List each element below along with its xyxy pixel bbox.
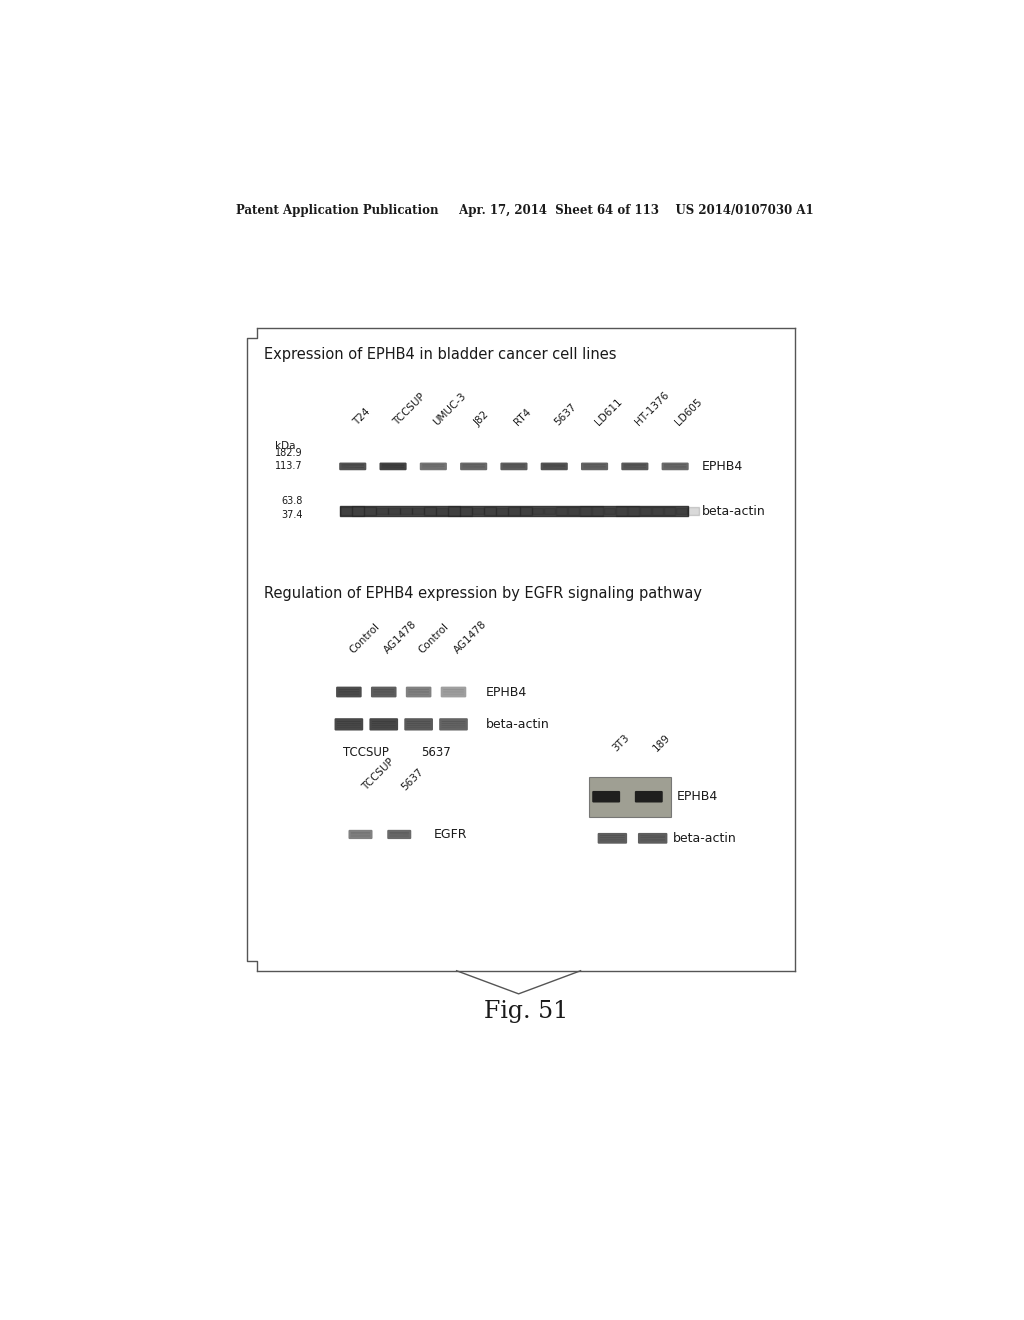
FancyBboxPatch shape: [370, 718, 398, 730]
FancyBboxPatch shape: [622, 462, 648, 470]
FancyBboxPatch shape: [460, 462, 487, 470]
Text: LD605: LD605: [674, 397, 705, 428]
FancyBboxPatch shape: [501, 462, 527, 470]
Text: beta-actin: beta-actin: [673, 832, 736, 845]
Text: AG1478: AG1478: [452, 619, 488, 655]
FancyBboxPatch shape: [335, 718, 364, 730]
Text: Fig. 51: Fig. 51: [484, 1001, 568, 1023]
Text: 3T3: 3T3: [611, 733, 632, 754]
Text: EPHB4: EPHB4: [486, 685, 527, 698]
Text: TCCSUP: TCCSUP: [391, 392, 427, 428]
Text: beta-actin: beta-actin: [486, 718, 550, 731]
FancyBboxPatch shape: [598, 833, 627, 843]
FancyBboxPatch shape: [336, 686, 361, 697]
Text: 5637: 5637: [399, 767, 425, 792]
Text: TCCSUP: TCCSUP: [360, 756, 396, 792]
Text: beta-actin: beta-actin: [701, 504, 765, 517]
Text: T24: T24: [351, 407, 372, 428]
FancyBboxPatch shape: [581, 462, 608, 470]
FancyBboxPatch shape: [635, 791, 663, 803]
FancyBboxPatch shape: [404, 718, 433, 730]
FancyBboxPatch shape: [406, 686, 431, 697]
Text: EPHB4: EPHB4: [677, 791, 718, 804]
FancyBboxPatch shape: [339, 462, 367, 470]
FancyBboxPatch shape: [592, 791, 621, 803]
FancyBboxPatch shape: [371, 686, 396, 697]
FancyBboxPatch shape: [662, 462, 689, 470]
Text: 182.9: 182.9: [274, 449, 302, 458]
Text: Control: Control: [347, 622, 381, 655]
FancyBboxPatch shape: [380, 462, 407, 470]
Text: Patent Application Publication     Apr. 17, 2014  Sheet 64 of 113    US 2014/010: Patent Application Publication Apr. 17, …: [236, 205, 814, 218]
Text: 189: 189: [651, 733, 672, 754]
Text: TCCSUP: TCCSUP: [343, 746, 389, 759]
Text: LD611: LD611: [593, 397, 624, 428]
Text: AG1478: AG1478: [382, 619, 419, 655]
FancyBboxPatch shape: [638, 833, 668, 843]
Text: EPHB4: EPHB4: [701, 459, 742, 473]
Text: J82: J82: [472, 409, 490, 428]
Text: UMUC-3: UMUC-3: [432, 392, 468, 428]
Text: 5637: 5637: [421, 746, 451, 759]
Text: Expression of EPHB4 in bladder cancer cell lines: Expression of EPHB4 in bladder cancer ce…: [263, 347, 616, 362]
Text: 37.4: 37.4: [281, 510, 302, 520]
FancyBboxPatch shape: [348, 830, 373, 840]
Text: Regulation of EPHB4 expression by EGFR signaling pathway: Regulation of EPHB4 expression by EGFR s…: [263, 586, 701, 601]
Text: kDa: kDa: [275, 441, 296, 450]
FancyBboxPatch shape: [440, 686, 466, 697]
FancyBboxPatch shape: [387, 830, 412, 840]
Text: EGFR: EGFR: [434, 828, 468, 841]
FancyBboxPatch shape: [589, 776, 671, 817]
Text: Control: Control: [417, 622, 451, 655]
FancyBboxPatch shape: [541, 462, 568, 470]
Text: RT4: RT4: [512, 407, 534, 428]
Text: 63.8: 63.8: [281, 496, 302, 506]
Text: HT-1376: HT-1376: [633, 391, 671, 428]
FancyBboxPatch shape: [420, 462, 446, 470]
Text: 113.7: 113.7: [274, 462, 302, 471]
FancyBboxPatch shape: [439, 718, 468, 730]
Text: 5637: 5637: [553, 403, 579, 428]
